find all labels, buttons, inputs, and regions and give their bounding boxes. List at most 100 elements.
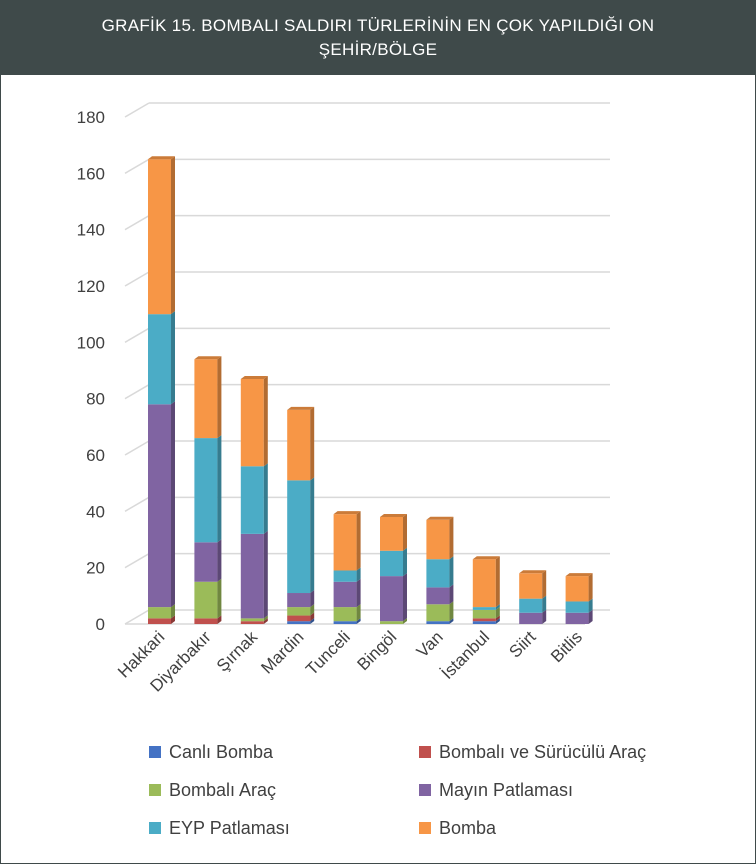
x-tick-label: Bingöl: [353, 627, 400, 674]
bar-segment-may-n-patlamas-: [380, 576, 403, 622]
gridline-diagonal: [124, 440, 150, 456]
bar-side-bomba: [263, 375, 268, 467]
bar-segment-canl-bomba: [426, 621, 450, 624]
bar-segment-bomba: [287, 409, 311, 481]
bar-segment-canl-bomba: [333, 621, 357, 624]
x-tick-label: Van: [413, 627, 447, 661]
gridline-diagonal: [124, 215, 150, 231]
bar-side-canl-bomba: [449, 618, 454, 624]
bar-segment-bomba: [380, 516, 403, 551]
bar-side-bomba: [171, 156, 175, 315]
legend-swatch: [419, 746, 431, 758]
bar-side-bombal-ara-: [495, 606, 500, 619]
bar-side-canl-bomba: [310, 618, 315, 624]
bar-segment-bombal-ve-s-r-c-l-ara-: [240, 621, 264, 624]
bar-segment-canl-bomba: [287, 621, 311, 624]
legend-item: Bombalı ve Sürücülü Araç: [419, 741, 709, 763]
bar-top-bomba: [426, 516, 454, 520]
legend-swatch: [419, 822, 431, 834]
chart-legend: Canlı Bomba Bombalı ve Sürücülü Araç Bomba…: [149, 741, 709, 839]
x-tick-label: Şırnak: [213, 627, 262, 676]
bar-segment-may-n-patlamas-: [287, 593, 311, 608]
bar-segment-bomba: [472, 559, 496, 608]
bar-top-bomba: [519, 570, 547, 574]
bar-side-bomba: [542, 570, 547, 599]
bar-segment-eyp-patlamas-: [240, 466, 264, 534]
gridline-diagonal: [124, 327, 150, 343]
bar-segment-bombal-ara-: [472, 609, 496, 619]
legend-swatch: [149, 822, 161, 834]
bar-top-bomba: [380, 513, 407, 517]
y-tick-label: 180: [77, 108, 105, 127]
legend-item: Bombalı Araç: [149, 779, 419, 801]
bar-side-may-n-patlamas-: [310, 590, 315, 608]
bar-segment-bomba: [194, 359, 218, 439]
bar-side-bombal-ve-s-r-c-l-ara-: [171, 615, 175, 624]
bar-segment-bomba: [148, 159, 171, 315]
y-tick-label: 100: [77, 333, 105, 352]
bar-side-canl-bomba: [495, 618, 500, 624]
legend-label: EYP Patlaması: [169, 817, 290, 838]
y-tick-label: 20: [86, 559, 105, 578]
bar-segment-bombal-ara-: [194, 581, 218, 619]
bar-segment-canl-bomba: [472, 621, 496, 624]
bar-side-may-n-patlamas-: [588, 609, 593, 624]
y-tick-label: 60: [86, 446, 105, 465]
bar-side-bombal-ara-: [403, 618, 407, 624]
gridline-diagonal: [124, 158, 150, 174]
bar-segment-bombal-ve-s-r-c-l-ara-: [148, 618, 171, 624]
gridline-diagonal: [124, 102, 150, 118]
bar-side-bombal-ve-s-r-c-l-ara-: [310, 612, 315, 622]
bar-side-may-n-patlamas-: [217, 539, 222, 582]
x-tick-label: İstanbul: [438, 627, 494, 683]
bar-side-eyp-patlamas-: [217, 435, 222, 543]
bar-side-eyp-patlamas-: [542, 595, 547, 613]
bar-side-eyp-patlamas-: [403, 547, 407, 577]
bar-segment-may-n-patlamas-: [148, 404, 171, 608]
bar-side-may-n-patlamas-: [263, 530, 268, 619]
legend-label: Bombalı ve Sürücülü Araç: [439, 741, 647, 762]
bar-side-eyp-patlamas-: [310, 477, 315, 594]
bar-side-bomba: [356, 511, 361, 571]
bar-segment-may-n-patlamas-: [240, 533, 264, 619]
bar-side-bombal-ara-: [356, 604, 361, 622]
bar-top-bomba: [148, 156, 175, 160]
bar-side-may-n-patlamas-: [403, 573, 407, 622]
bar-side-eyp-patlamas-: [171, 311, 175, 405]
bar-segment-bombal-ara-: [426, 604, 450, 622]
stacked-bar-chart: 020406080100120140160180HakkariDiyarbakı…: [77, 102, 610, 696]
bar-segment-eyp-patlamas-: [148, 314, 171, 405]
legend-item: Canlı Bomba: [149, 741, 419, 763]
bar-side-may-n-patlamas-: [171, 401, 175, 608]
bar-side-bombal-ara-: [310, 604, 315, 616]
bar-side-bombal-ara-: [263, 615, 268, 622]
bar-top-bomba: [287, 406, 315, 410]
bar-segment-bombal-ara-: [148, 607, 171, 619]
bar-segment-may-n-patlamas-: [519, 612, 543, 624]
bar-side-bomba: [310, 406, 315, 481]
legend-item: Bomba: [419, 817, 709, 839]
bar-side-bomba: [449, 516, 454, 560]
bar-side-bomba: [403, 513, 407, 551]
legend-item: Mayın Patlaması: [419, 779, 709, 801]
x-tick-label: Tunceli: [302, 627, 354, 679]
bar-segment-bomba: [565, 576, 589, 602]
y-tick-label: 0: [96, 615, 105, 634]
bar-side-bomba: [217, 356, 222, 439]
legend-label: Bomba: [439, 817, 497, 838]
bar-side-eyp-patlamas-: [449, 556, 454, 588]
bar-side-eyp-patlamas-: [356, 567, 361, 582]
bar-top-bomba: [194, 356, 222, 360]
bar-side-bomba: [495, 556, 500, 608]
bar-segment-eyp-patlamas-: [333, 570, 357, 582]
bar-side-eyp-patlamas-: [495, 604, 500, 610]
bar-segment-bombal-ve-s-r-c-l-ara-: [472, 618, 496, 622]
bar-side-bombal-ve-s-r-c-l-ara-: [263, 618, 268, 624]
bar-segment-bomba: [426, 519, 450, 560]
chart-title: GRAFİK 15. BOMBALI SALDIRI TÜRLERİNİN EN…: [101, 16, 655, 59]
bar-segment-may-n-patlamas-: [194, 542, 218, 582]
bar-segment-bomba: [519, 573, 543, 599]
bar-segment-eyp-patlamas-: [287, 480, 311, 594]
legend-label: Canlı Bomba: [169, 741, 274, 762]
bar-segment-eyp-patlamas-: [194, 438, 218, 543]
